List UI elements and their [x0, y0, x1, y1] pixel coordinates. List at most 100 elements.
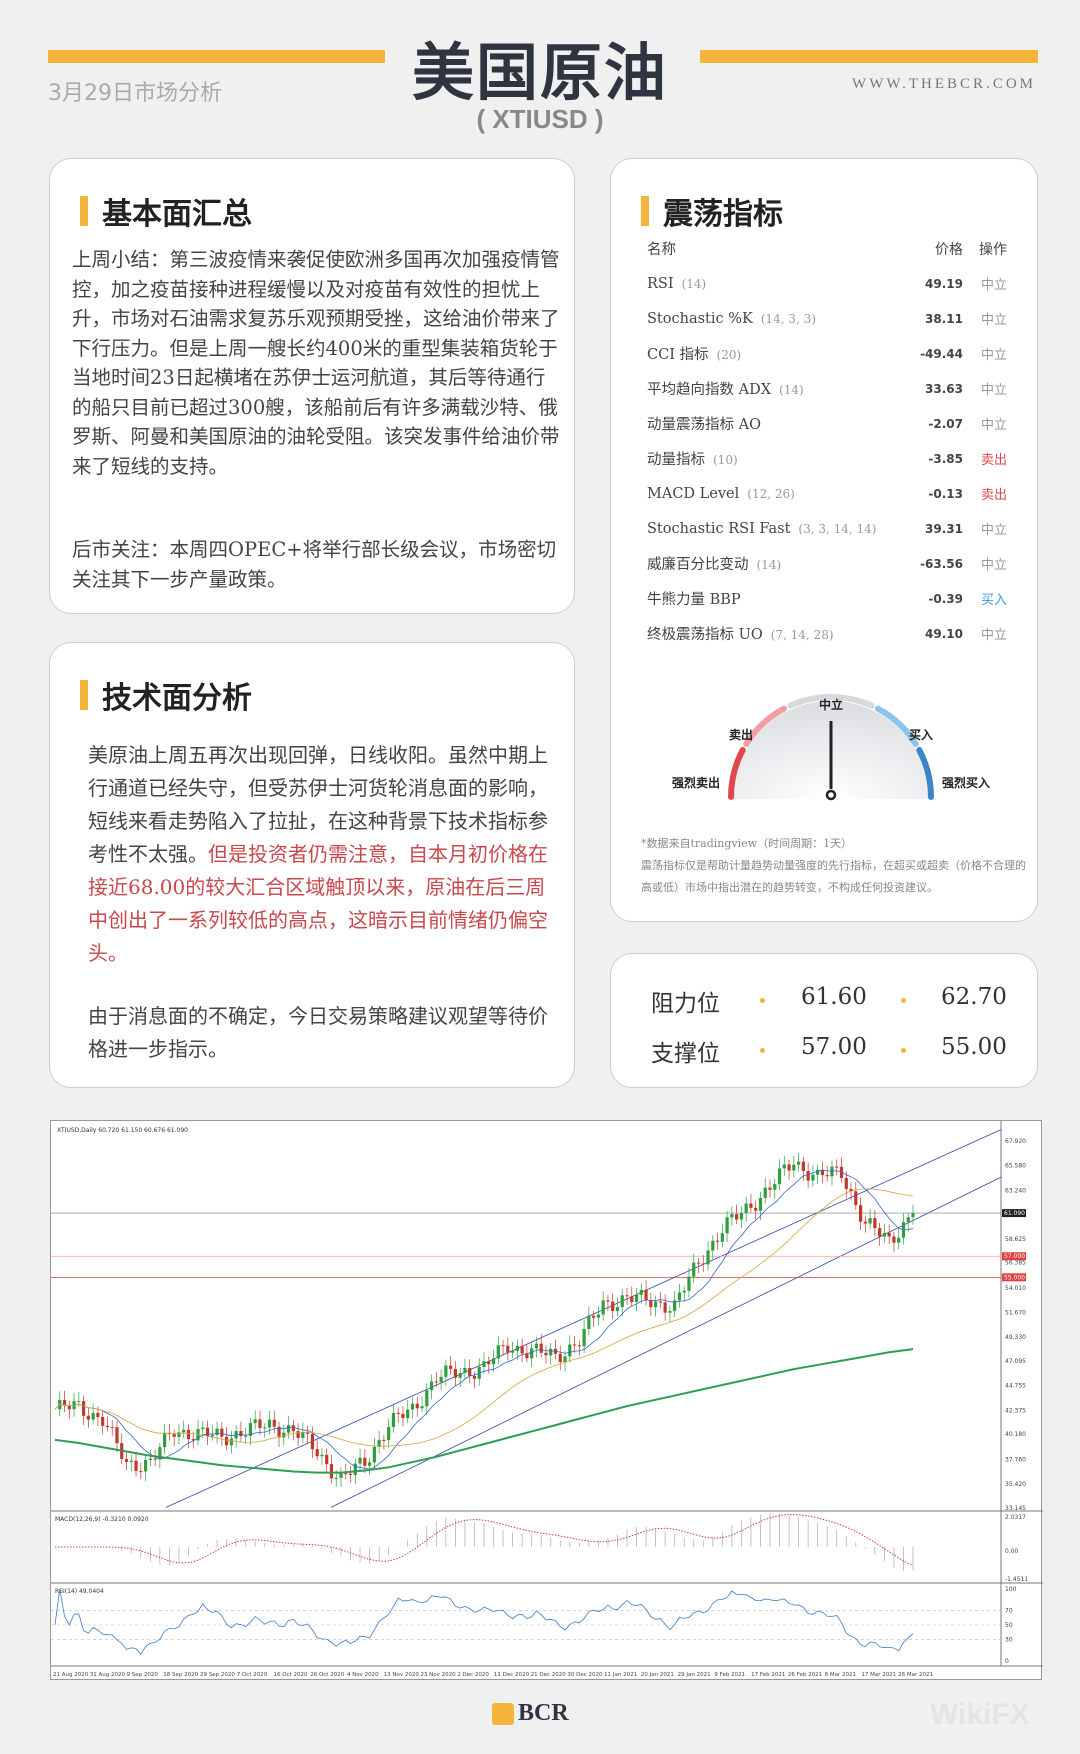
macd-signal-line [55, 1514, 914, 1566]
candle-body [758, 1197, 763, 1211]
price-marker [1002, 1252, 1026, 1261]
candle-body [201, 1427, 205, 1430]
candle-body [286, 1425, 291, 1433]
candle-body [429, 1381, 434, 1391]
candle-body [625, 1295, 629, 1297]
candle-body [420, 1406, 424, 1409]
data-source-note: *数据来自tradingview（时间周期：1天） [641, 837, 853, 850]
candle-body [835, 1166, 839, 1168]
channel-upper [165, 1129, 1002, 1508]
candle-body [96, 1412, 100, 1417]
indicator-label: 威廉百分比变动 [647, 557, 749, 573]
candle-body [549, 1348, 553, 1356]
indicator-name: Stochastic RSI Fast (3, 3, 14, 14) [647, 511, 913, 546]
candle-body [215, 1428, 219, 1435]
candle-body [696, 1262, 701, 1264]
candle-body [615, 1307, 620, 1312]
heading-text: 技术面分析 [102, 681, 252, 716]
indicator-value: -0.39 [928, 591, 963, 606]
candle-body [592, 1315, 596, 1318]
technical-panel: 技术面分析 美原油上周五再次出现回弹，日线收阳。虽然中期上行通道已经失守，但受苏… [49, 642, 575, 1088]
x-tick-label: 11 Jan 2021 [604, 1672, 637, 1678]
candle-body [620, 1295, 624, 1308]
oscillator-row: 平均趋向指数 ADX (14) 33.63 中立 [647, 371, 1007, 406]
candle-body [611, 1301, 615, 1312]
indicator-name: 动量指标 (10) [647, 441, 913, 476]
oscillator-row: CCI 指标 (20) -49.44 中立 [647, 336, 1007, 371]
candle-body [325, 1454, 329, 1465]
technical-heading: 技术面分析 [80, 673, 252, 717]
candle-body [649, 1300, 653, 1308]
candle-body [630, 1296, 634, 1303]
candle-body [897, 1237, 901, 1243]
candle-body [496, 1345, 500, 1359]
candle-body [906, 1217, 910, 1223]
candle-body [272, 1419, 276, 1427]
indicator-name: 平均趋向指数 ADX (14) [647, 371, 913, 406]
indicator-param: (20) [716, 348, 742, 362]
y-tick-label: 56.385 [1005, 1260, 1026, 1267]
bullet-icon [901, 1048, 906, 1053]
indicator-label: 动量震荡指标 AO [647, 417, 761, 433]
x-tick-label: 9 Sep 2020 [126, 1672, 158, 1678]
accent-marker [80, 196, 88, 226]
candle-body [577, 1345, 581, 1347]
oscillator-row: Stochastic RSI Fast (3, 3, 14, 14) 39.31 中立 [647, 511, 1007, 546]
rsi-tick-label: 0 [1005, 1658, 1009, 1665]
candle-body [153, 1458, 157, 1460]
indicator-param: (14) [681, 276, 707, 291]
x-tick-label: 23 Nov 2020 [420, 1672, 456, 1678]
candle-body [253, 1419, 257, 1424]
candle-body [730, 1214, 734, 1218]
candle-body [825, 1175, 829, 1177]
x-tick-label: 9 Feb 2021 [714, 1672, 745, 1678]
candle-body [768, 1187, 772, 1190]
candle-body [534, 1343, 539, 1349]
candle-body [225, 1436, 229, 1446]
rsi-label: RSI(14) 49.0404 [55, 1588, 104, 1595]
resistance-2: 62.70 [941, 984, 1007, 1010]
candle-body [439, 1376, 443, 1383]
gauge-label-buy: 买入 [909, 728, 933, 742]
candle-body [515, 1345, 519, 1352]
candle-body [482, 1361, 486, 1368]
candle-body [596, 1314, 600, 1318]
indicator-label: CCI 指标 [647, 347, 709, 363]
x-tick-label: 30 Dec 2020 [567, 1672, 603, 1678]
candle-body [158, 1447, 162, 1459]
x-tick-label: 17 Mar 2021 [861, 1672, 896, 1678]
indicator-value: -3.85 [928, 451, 963, 466]
candle-body [348, 1473, 353, 1475]
indicator-action: 中立 [980, 278, 1007, 293]
oscillator-row: 动量震荡指标 AO -2.07 中立 [647, 406, 1007, 441]
candle-body [101, 1416, 105, 1426]
indicator-param: (12, 26) [747, 486, 795, 501]
x-tick-label: 2 Dec 2020 [457, 1672, 489, 1678]
candle-body [444, 1365, 448, 1377]
strategy-text: 由于消息面的不确定，今日交易策略建议观望等待价格进一步指示。 [88, 1004, 548, 1061]
gauge-pivot [825, 789, 837, 801]
candle-body [186, 1429, 191, 1440]
x-tick-label: 31 Aug 2020 [90, 1672, 126, 1678]
ma200-line [54, 1348, 914, 1474]
gauge-label-strong-buy: 强烈买入 [942, 776, 990, 790]
indicator-value: 33.63 [925, 381, 963, 396]
col-action: 操作 [979, 241, 1007, 258]
candle-body [315, 1449, 319, 1457]
header-bar-right [700, 50, 1038, 63]
indicator-name: 牛熊力量 BBP [647, 581, 913, 616]
candle-body [406, 1409, 410, 1419]
candle-body [434, 1381, 438, 1383]
y-tick-label: 37.760 [1005, 1456, 1026, 1463]
candle-body [129, 1460, 133, 1462]
indicator-param: (10) [713, 453, 738, 467]
indicator-value: -2.07 [928, 416, 963, 431]
candle-body [878, 1228, 882, 1237]
candle-body [634, 1294, 639, 1303]
indicator-param: (3, 3, 14, 14) [798, 521, 877, 536]
indicator-name: 威廉百分比变动 (14) [647, 546, 913, 581]
candle-body [320, 1454, 324, 1457]
gauge-arc-strong-buy [916, 747, 934, 800]
candle-body [77, 1401, 81, 1403]
y-tick-label: 33.145 [1005, 1505, 1026, 1512]
